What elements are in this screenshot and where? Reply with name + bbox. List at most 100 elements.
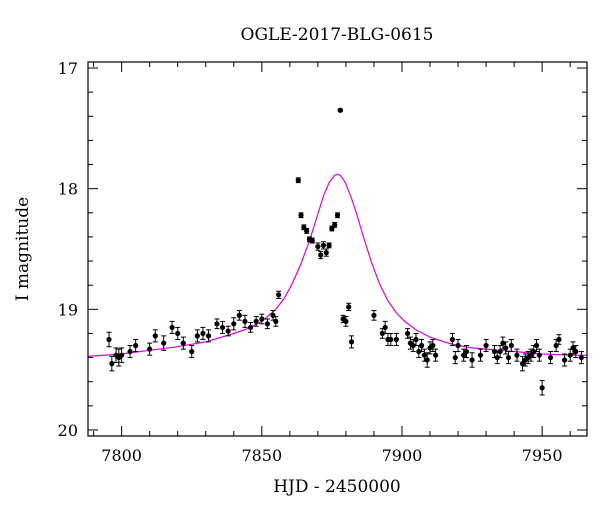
point-marker: [410, 342, 416, 349]
point-marker: [106, 336, 112, 343]
data-point: [273, 316, 279, 327]
data-point: [304, 227, 310, 234]
data-point: [295, 177, 301, 184]
plot-area: [87, 107, 587, 396]
data-point: [433, 348, 439, 362]
data-point: [194, 329, 200, 343]
point-marker: [231, 321, 237, 327]
data-point: [424, 352, 430, 368]
point-marker: [570, 345, 576, 351]
data-point: [219, 320, 226, 334]
data-point: [264, 318, 271, 330]
point-marker: [242, 318, 248, 324]
data-point: [343, 316, 349, 327]
point-marker: [161, 340, 167, 346]
point-marker: [180, 340, 186, 346]
point-marker: [500, 340, 506, 346]
point-marker: [419, 342, 425, 349]
data-point: [514, 348, 520, 362]
point-marker: [109, 361, 115, 367]
point-marker: [127, 348, 133, 355]
data-point: [539, 380, 545, 396]
point-marker: [320, 242, 327, 248]
data-point: [337, 107, 343, 113]
point-marker: [556, 336, 562, 343]
point-marker: [547, 354, 554, 361]
point-marker: [119, 352, 125, 358]
point-marker: [533, 342, 540, 349]
point-marker: [449, 336, 456, 343]
point-marker: [253, 318, 259, 324]
data-point: [189, 345, 195, 359]
data-point: [556, 334, 562, 345]
data-point: [127, 345, 133, 359]
y-tick-label: 19: [58, 300, 78, 319]
data-point: [200, 326, 206, 340]
point-marker: [334, 212, 341, 218]
data-point: [430, 338, 436, 353]
data-point: [379, 328, 385, 339]
y-tick-label: 20: [58, 421, 78, 440]
data-point: [253, 316, 259, 327]
data-point: [147, 342, 153, 356]
point-marker: [337, 107, 343, 113]
data-point: [276, 290, 282, 299]
data-point: [259, 313, 265, 325]
data-point: [452, 351, 458, 365]
point-marker: [463, 348, 470, 355]
point-marker: [346, 304, 352, 310]
data-point: [371, 310, 377, 321]
data-point: [463, 345, 470, 359]
data-point: [561, 353, 568, 367]
point-marker: [270, 312, 276, 318]
point-marker: [194, 333, 200, 339]
data-point: [419, 338, 425, 353]
point-marker: [553, 342, 559, 349]
data-point: [505, 351, 512, 365]
point-marker: [304, 228, 310, 234]
point-marker: [371, 312, 377, 318]
data-point: [567, 348, 573, 362]
data-point: [116, 348, 122, 367]
point-marker: [200, 330, 206, 337]
point-marker: [416, 348, 422, 355]
point-marker: [404, 330, 411, 337]
data-point: [323, 248, 329, 257]
data-point: [410, 338, 416, 353]
x-tick-label: 7850: [241, 446, 282, 465]
point-marker: [561, 357, 568, 363]
data-point: [578, 351, 584, 365]
point-marker: [175, 330, 181, 337]
data-point: [522, 353, 528, 367]
point-marker: [332, 222, 338, 228]
point-marker: [309, 237, 315, 244]
point-marker: [519, 361, 526, 367]
data-point: [497, 345, 503, 359]
data-point: [346, 302, 352, 312]
data-point: [332, 221, 338, 228]
data-point: [298, 212, 304, 219]
point-marker: [430, 342, 436, 349]
point-marker: [169, 324, 175, 331]
data-point: [348, 335, 355, 349]
y-tick-label: 18: [58, 180, 78, 199]
point-marker: [225, 328, 231, 334]
x-tick-label: 7900: [382, 446, 423, 465]
data-point: [533, 338, 540, 353]
point-marker: [455, 342, 461, 349]
chart-title: OGLE-2017-BLG-0615: [241, 25, 434, 45]
data-point: [469, 352, 475, 368]
data-point: [236, 310, 242, 321]
x-tick-label: 7950: [522, 446, 563, 465]
data-point: [161, 335, 167, 351]
point-marker: [152, 333, 158, 339]
plot-frame: [87, 61, 588, 437]
model-curve: [87, 173, 587, 357]
point-marker: [236, 312, 242, 318]
data-point: [503, 341, 509, 355]
data-point: [573, 345, 579, 359]
point-marker: [503, 345, 509, 351]
data-point: [519, 355, 526, 372]
data-point: [231, 317, 237, 331]
data-point: [536, 348, 542, 362]
